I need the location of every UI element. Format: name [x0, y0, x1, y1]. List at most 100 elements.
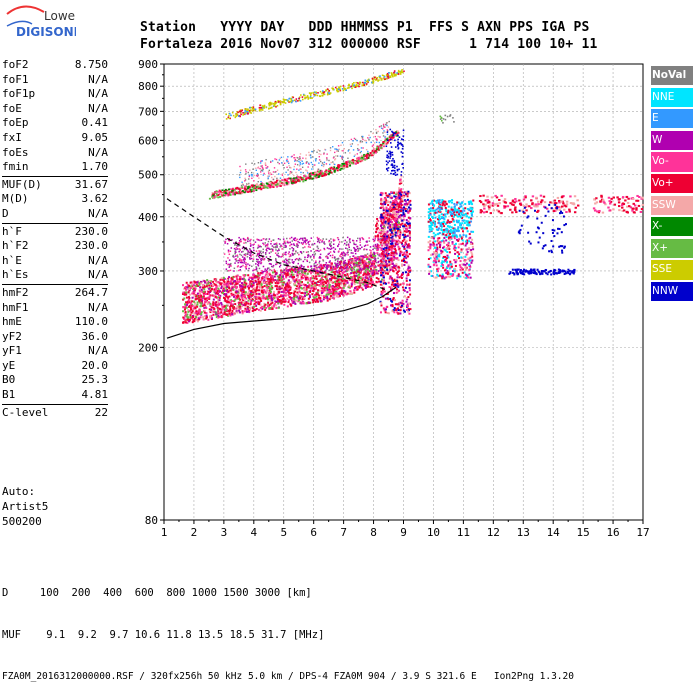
echo-point	[185, 311, 187, 313]
echo-point	[293, 298, 295, 300]
echo-point	[287, 272, 289, 274]
echo-point	[298, 263, 300, 265]
echo-point	[397, 243, 399, 245]
echo-point	[406, 246, 408, 248]
echo-point	[258, 309, 260, 311]
echo-point	[237, 254, 239, 256]
echo-point	[249, 255, 251, 257]
echo-point	[405, 210, 407, 212]
echo-point	[462, 230, 464, 232]
echo-point	[443, 240, 445, 242]
echo-point	[437, 199, 439, 201]
echo-point	[332, 288, 334, 290]
echo-point	[211, 306, 213, 308]
echo-point	[218, 302, 220, 304]
echo-point	[459, 275, 461, 277]
echo-point	[339, 287, 341, 289]
echo-point	[320, 281, 322, 283]
echo-point	[346, 273, 348, 275]
echo-point	[262, 249, 264, 251]
echo-point	[394, 254, 396, 256]
echo-point	[185, 289, 187, 291]
echo-point	[386, 236, 388, 238]
echo-point	[354, 257, 356, 259]
echo-point	[236, 291, 238, 293]
echo-point	[289, 242, 291, 244]
y-tick-label: 900	[138, 58, 158, 71]
echo-point	[319, 261, 321, 263]
echo-point	[230, 302, 232, 304]
echo-point	[208, 301, 210, 303]
echo-point	[404, 295, 406, 297]
echo-point	[434, 277, 436, 279]
echo-point	[353, 272, 355, 274]
echo-point	[377, 227, 379, 229]
echo-point	[390, 195, 392, 197]
y-tick-label: 600	[138, 134, 158, 147]
echo-point	[439, 275, 441, 277]
echo-point	[406, 254, 408, 256]
echo-point	[271, 297, 273, 299]
echo-point	[279, 243, 281, 245]
echo-point	[292, 250, 294, 252]
echo-point	[392, 205, 394, 207]
echo-point	[460, 227, 462, 229]
echo-point	[191, 283, 193, 285]
echo-point	[238, 289, 240, 291]
echo-point	[333, 271, 335, 273]
echo-point	[460, 256, 462, 258]
echo-point	[334, 256, 336, 258]
echo-point	[263, 271, 265, 273]
echo-point	[443, 217, 445, 219]
echo-point	[472, 231, 474, 233]
echo-point	[200, 282, 202, 284]
echo-point	[440, 228, 442, 230]
x-tick-label: 14	[547, 526, 561, 539]
echo-point	[234, 300, 236, 302]
echo-point	[234, 244, 236, 246]
echo-point	[471, 256, 473, 258]
echo-point	[256, 255, 258, 256]
echo-point	[286, 298, 288, 300]
echo-point	[275, 273, 277, 275]
echo-point	[403, 239, 405, 241]
echo-point	[433, 205, 435, 207]
echo-point	[453, 248, 455, 250]
echo-point	[259, 246, 261, 248]
echo-point	[434, 225, 436, 227]
echo-point	[465, 277, 467, 279]
echo-point	[185, 321, 187, 323]
echo-point	[204, 298, 206, 300]
echo-point	[279, 288, 281, 290]
echo-point	[406, 277, 408, 279]
echo-point	[304, 237, 306, 239]
echo-point	[464, 259, 466, 261]
echo-point	[317, 299, 319, 301]
echo-point	[327, 257, 329, 259]
echo-point	[310, 265, 312, 267]
echo-point	[240, 285, 242, 287]
echo-point	[319, 242, 321, 244]
echo-point	[185, 292, 187, 294]
echo-point	[330, 262, 332, 264]
echo-point	[249, 240, 251, 242]
echo-point	[398, 216, 400, 218]
echo-point	[287, 294, 289, 296]
echo-point	[343, 261, 345, 263]
echo-point	[209, 316, 211, 318]
echo-point	[467, 251, 469, 253]
echo-point	[367, 253, 369, 255]
echo-point	[375, 272, 377, 274]
echo-point	[358, 259, 360, 261]
echo-point	[250, 252, 252, 254]
echo-point	[452, 210, 454, 212]
echo-point	[297, 287, 299, 289]
echo-point	[357, 266, 359, 268]
echo-point	[308, 255, 310, 257]
echo-point	[264, 242, 266, 244]
echo-point	[226, 290, 228, 292]
echo-point	[313, 248, 315, 250]
echo-point	[192, 297, 194, 299]
y-tick-label: 500	[138, 169, 158, 182]
